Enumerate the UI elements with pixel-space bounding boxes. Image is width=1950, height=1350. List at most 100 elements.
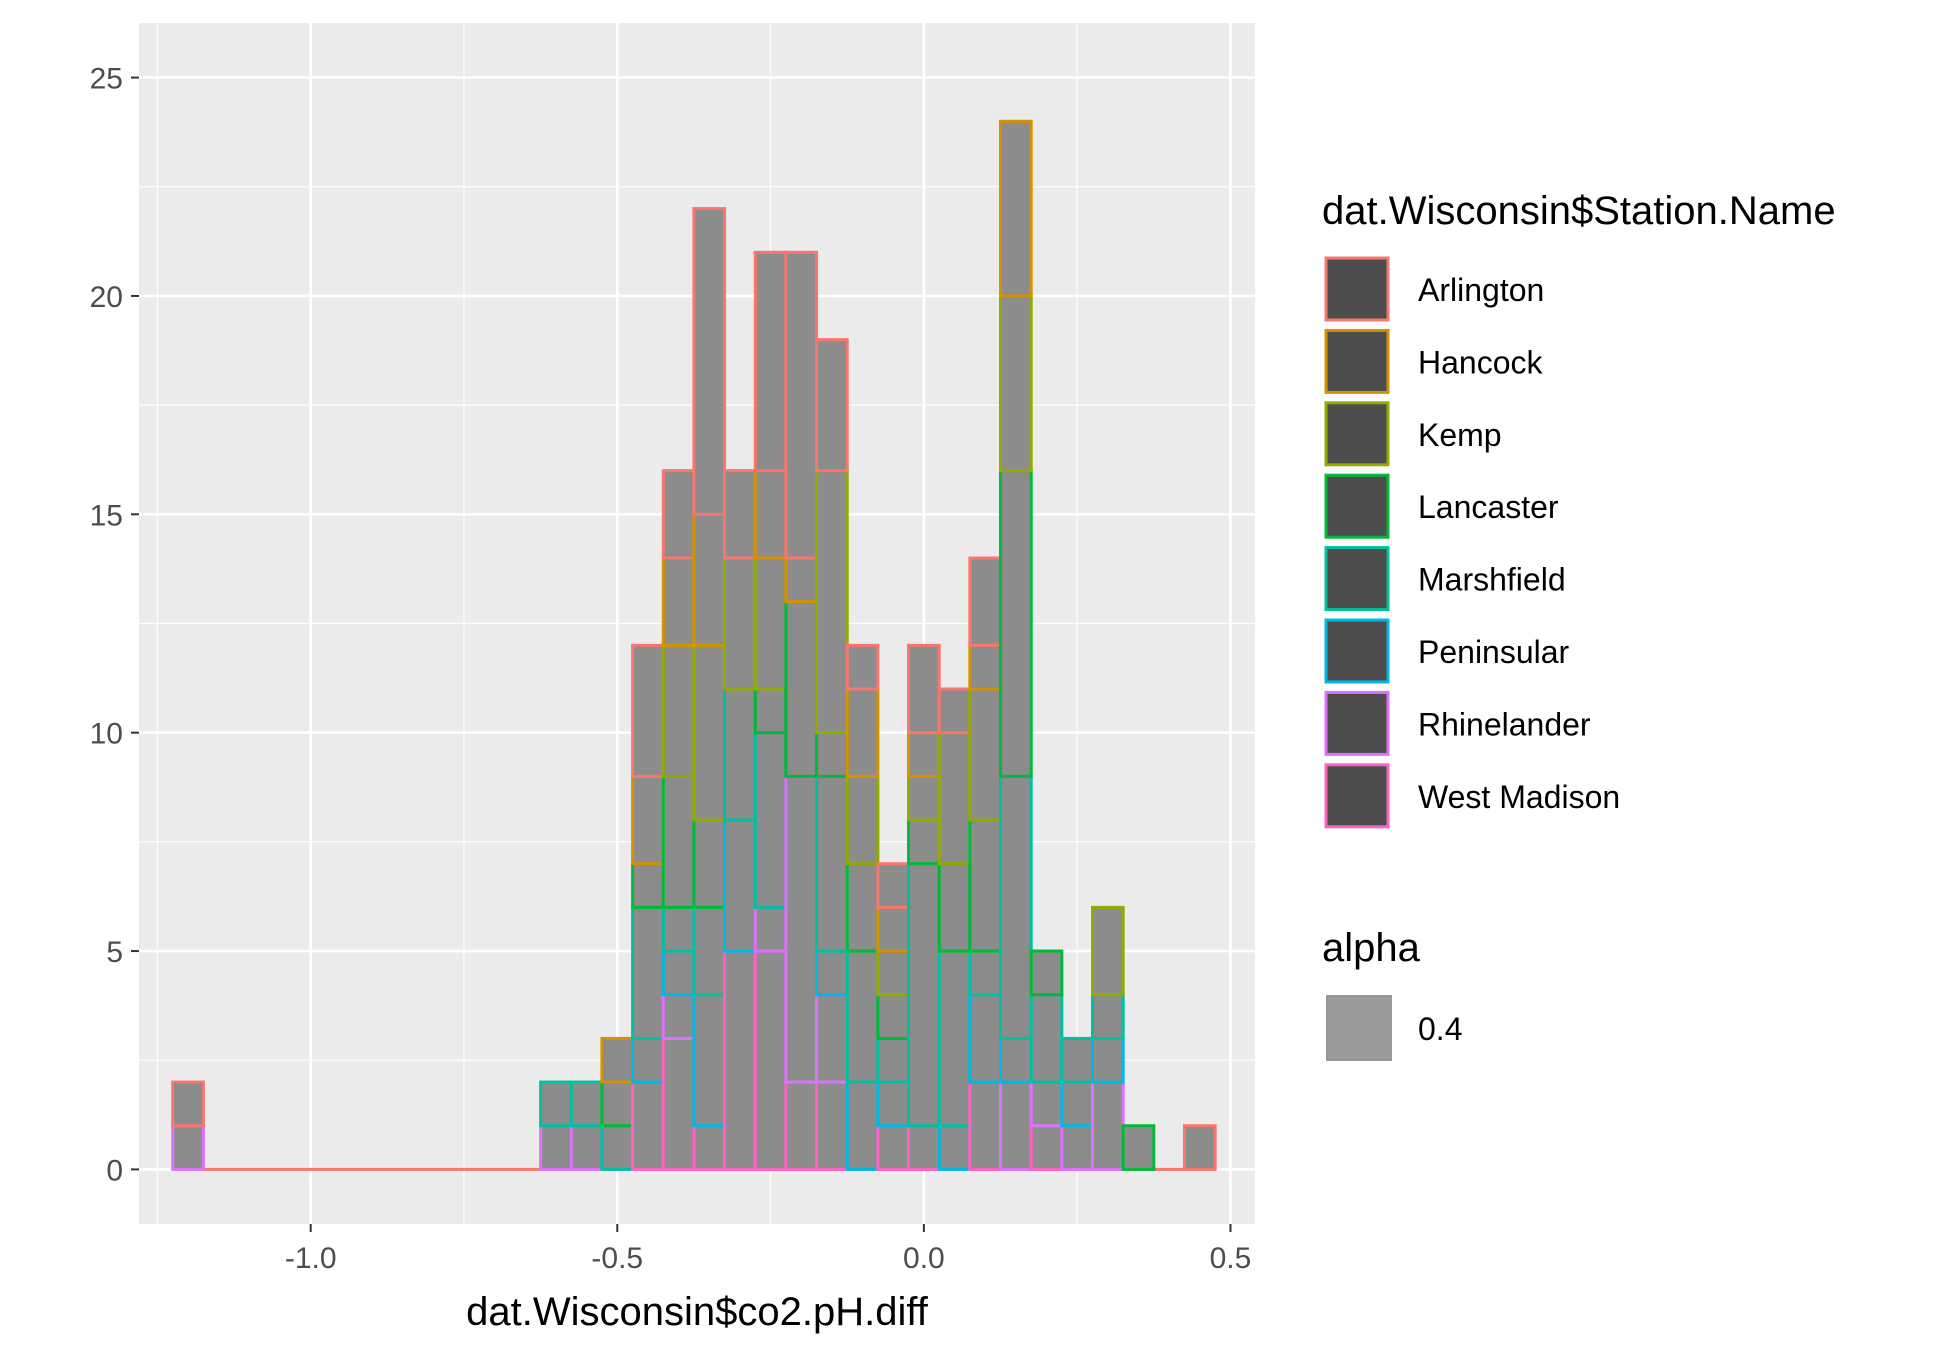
- histogram-bar-segment: [631, 643, 665, 778]
- x-tick-label: 0.5: [1210, 1242, 1252, 1275]
- legend-key-swatch: [1324, 401, 1390, 467]
- histogram-bar-segment: [999, 1080, 1033, 1171]
- histogram-bar-segment: [784, 774, 819, 1084]
- histogram-bar-segment: [845, 1080, 880, 1171]
- histogram-bar-segment: [1029, 1124, 1064, 1171]
- y-tick-label: 20: [90, 281, 123, 314]
- histogram-bar-segment: [815, 338, 849, 473]
- histogram-bar-segment: [1060, 1036, 1095, 1084]
- y-tick-label: 15: [90, 499, 123, 532]
- histogram-bar-segment: [631, 1036, 665, 1084]
- histogram-bar-segment: [907, 731, 941, 778]
- histogram-bar-segment: [600, 1080, 635, 1128]
- histogram-bar-segment: [753, 556, 788, 691]
- histogram-bar-segment: [600, 1124, 635, 1171]
- histogram-bar-segment: [692, 1124, 727, 1171]
- histogram-bar-segment: [661, 774, 696, 909]
- histogram-bar-segment: [692, 993, 727, 1128]
- histogram-bar-segment: [692, 512, 727, 647]
- histogram-bar-segment: [661, 643, 696, 778]
- histogram-bar-segment: [784, 1080, 819, 1171]
- legend-key-label: Arlington: [1418, 272, 1544, 308]
- legend-key-swatch: [1324, 546, 1390, 612]
- histogram-bar-segment: [968, 818, 1003, 953]
- histogram-bar-segment: [815, 774, 849, 953]
- histogram-bar-segment: [753, 731, 788, 909]
- histogram-bar-segment: [1091, 993, 1125, 1040]
- histogram-bar-segment: [999, 294, 1033, 473]
- histogram-bar-segment: [1091, 905, 1125, 997]
- histogram-bar-segment: [539, 1124, 573, 1171]
- histogram-bar-segment: [876, 949, 911, 997]
- histogram-bar-segment: [968, 1080, 1003, 1171]
- legend-key-label: Kemp: [1418, 417, 1502, 453]
- legend-key-label: Peninsular: [1418, 634, 1570, 670]
- histogram-bar-segment: [815, 469, 849, 735]
- histogram-bar-segment: [631, 905, 665, 1040]
- legend-key-swatch: [1324, 690, 1390, 756]
- histogram-bar-segment: [937, 862, 972, 953]
- histogram-bar-segment: [661, 993, 696, 1040]
- histogram-bar-segment: [692, 905, 727, 997]
- histogram-bar-segment: [569, 1080, 604, 1128]
- legend-key-label: Rhinelander: [1418, 706, 1591, 742]
- histogram-bar-segment: [999, 119, 1033, 298]
- histogram-bar-segment: [876, 993, 911, 1040]
- histogram-bar-segment: [999, 774, 1033, 1040]
- legend: dat.Wisconsin$Station.Name Arlington Hanco…: [1322, 189, 1836, 1061]
- histogram-bar-segment: [692, 818, 727, 909]
- histogram-bar-segment: [723, 818, 757, 953]
- histogram-bar-segment: [937, 949, 972, 1128]
- x-tick-label: -0.5: [591, 1242, 643, 1275]
- x-tick-label: -1.0: [285, 1242, 337, 1275]
- histogram-bar-segment: [569, 1124, 604, 1171]
- legend-key-swatch: [1324, 618, 1390, 684]
- histogram-bar-segment: [999, 1036, 1033, 1084]
- histogram-bar-segment: [692, 643, 727, 822]
- legend-key-swatch-alpha: [1326, 995, 1392, 1061]
- histogram-bar-segment: [907, 1124, 941, 1171]
- histogram-bar-segment: [876, 862, 911, 909]
- histogram-bar-segment: [661, 469, 696, 560]
- histogram-bar-segment: [753, 905, 788, 953]
- histogram-bar-segment: [723, 949, 757, 1171]
- legend-key-label: West Madison: [1418, 779, 1620, 815]
- legend-title-station: dat.Wisconsin$Station.Name: [1322, 189, 1836, 233]
- histogram-bars: [171, 119, 1217, 1171]
- y-tick-label: 5: [106, 936, 123, 969]
- histogram-bar-segment: [937, 1124, 972, 1171]
- histogram-bar-segment: [845, 862, 880, 953]
- histogram-bar-segment: [968, 949, 1003, 997]
- histogram-bar-segment: [1029, 1080, 1064, 1128]
- histogram-bar-segment: [876, 1036, 911, 1084]
- histogram-bar-segment: [631, 774, 665, 866]
- legend-key-label-alpha: 0.4: [1418, 1011, 1462, 1047]
- legend-title-alpha: alpha: [1322, 926, 1421, 970]
- histogram-bar-segment: [907, 774, 941, 822]
- histogram-bar-segment: [907, 643, 941, 735]
- histogram-bar-segment: [876, 1080, 911, 1128]
- histogram-bar-segment: [845, 774, 880, 866]
- legend-key-label: Lancaster: [1418, 489, 1559, 525]
- histogram-bar-segment: [907, 862, 941, 1128]
- histogram-bar-segment: [1091, 1080, 1125, 1171]
- legend-key-swatch: [1324, 256, 1390, 322]
- histogram-bar-segment: [661, 949, 696, 997]
- y-tick-label: 10: [90, 718, 123, 751]
- histogram-bar-segment: [631, 862, 665, 909]
- histogram-bar-segment: [907, 818, 941, 866]
- histogram-bar-segment: [661, 1036, 696, 1171]
- legend-key-label: Marshfield: [1418, 562, 1566, 598]
- histogram-bar-segment: [784, 556, 819, 604]
- histogram-bar-segment: [937, 687, 972, 735]
- histogram-bar-segment: [1029, 993, 1064, 1084]
- histogram-bar-segment: [815, 731, 849, 778]
- histogram-bar-segment: [1121, 1124, 1156, 1171]
- histogram-bar-segment: [1060, 1124, 1095, 1171]
- histogram-bar-segment: [845, 687, 880, 778]
- histogram-bar-segment: [845, 643, 880, 691]
- histogram-bar-segment: [723, 556, 757, 691]
- histogram-bar-segment: [815, 949, 849, 997]
- histogram-bar-segment: [815, 993, 849, 1084]
